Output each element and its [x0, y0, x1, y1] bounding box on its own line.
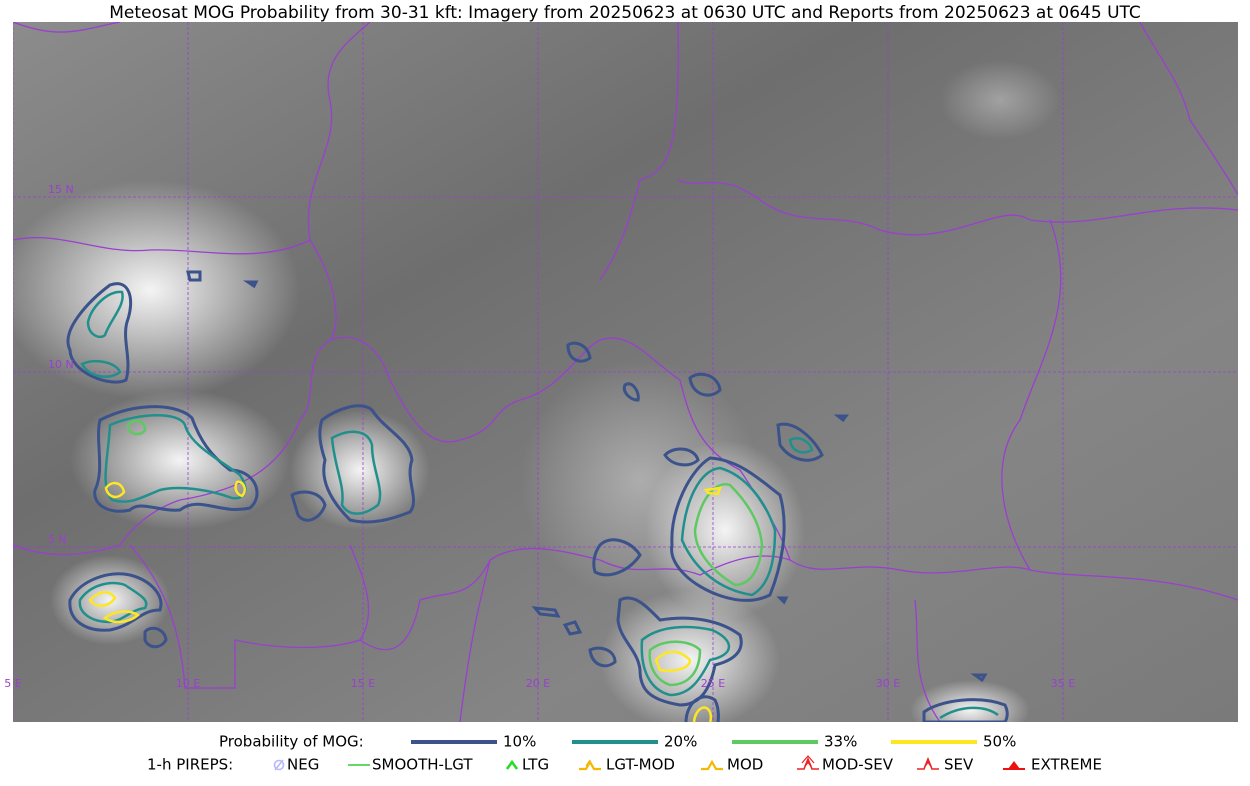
icon-fill [1008, 761, 1020, 769]
icon-stroke [505, 759, 519, 770]
lon-label: 10 E [176, 677, 200, 690]
lon-label: 15 E [351, 677, 375, 690]
title: Meteosat MOG Probability from 30-31 kft:… [109, 3, 1141, 23]
pirep-icon [701, 759, 723, 771]
pirep-icon [917, 756, 939, 770]
legend-label: SMOOTH-LGT [372, 756, 473, 774]
lon-label: 5 E [4, 677, 21, 690]
pireps-title: 1-h PIREPS: [147, 756, 233, 774]
icon-stroke [801, 755, 815, 764]
icon-stroke [274, 759, 284, 771]
legend-label: SEV [944, 756, 974, 774]
lon-label: 20 E [526, 677, 550, 690]
pirep-icon [1003, 761, 1025, 770]
pirep-icon [273, 759, 285, 771]
legend-title: Probability of MOG: [219, 733, 364, 751]
icon-stroke [917, 756, 939, 770]
legend-label: LGT-MOD [606, 756, 675, 774]
legend-label: 20% [664, 733, 697, 751]
legend: Probability of MOG: 1-h PIREPS: 10% 20% 33… [147, 733, 1102, 774]
pirep-icon [579, 759, 601, 771]
icon-stroke [273, 759, 285, 771]
lat-label: 10 N [48, 358, 74, 371]
icon-stroke [924, 760, 932, 767]
icon-stroke [585, 759, 591, 767]
icon-stroke [579, 759, 601, 771]
legend-label: MOD [727, 756, 763, 774]
lon-label: 30 E [876, 677, 900, 690]
legend-label: LTG [522, 756, 549, 774]
icon-stroke [797, 756, 819, 770]
pirep-icon [505, 759, 519, 770]
lon-label: 35 E [1051, 677, 1075, 690]
lat-label: 15 N [48, 183, 74, 196]
graticule [13, 22, 1238, 722]
lon-label: 25 E [701, 677, 725, 690]
legend-label: NEG [287, 756, 319, 774]
map [13, 22, 1238, 722]
icon-stroke [701, 759, 723, 771]
legend-label: EXTREME [1031, 756, 1102, 774]
probability-contours [66, 270, 1009, 722]
legend-label: 50% [983, 733, 1016, 751]
icon-stroke [804, 760, 812, 767]
legend-label: MOD-SEV [822, 756, 894, 774]
legend-label: 10% [503, 733, 536, 751]
legend-label: 33% [824, 733, 857, 751]
pirep-icon [797, 755, 819, 770]
borders [13, 22, 1238, 722]
lat-label: 5 N [48, 533, 67, 546]
